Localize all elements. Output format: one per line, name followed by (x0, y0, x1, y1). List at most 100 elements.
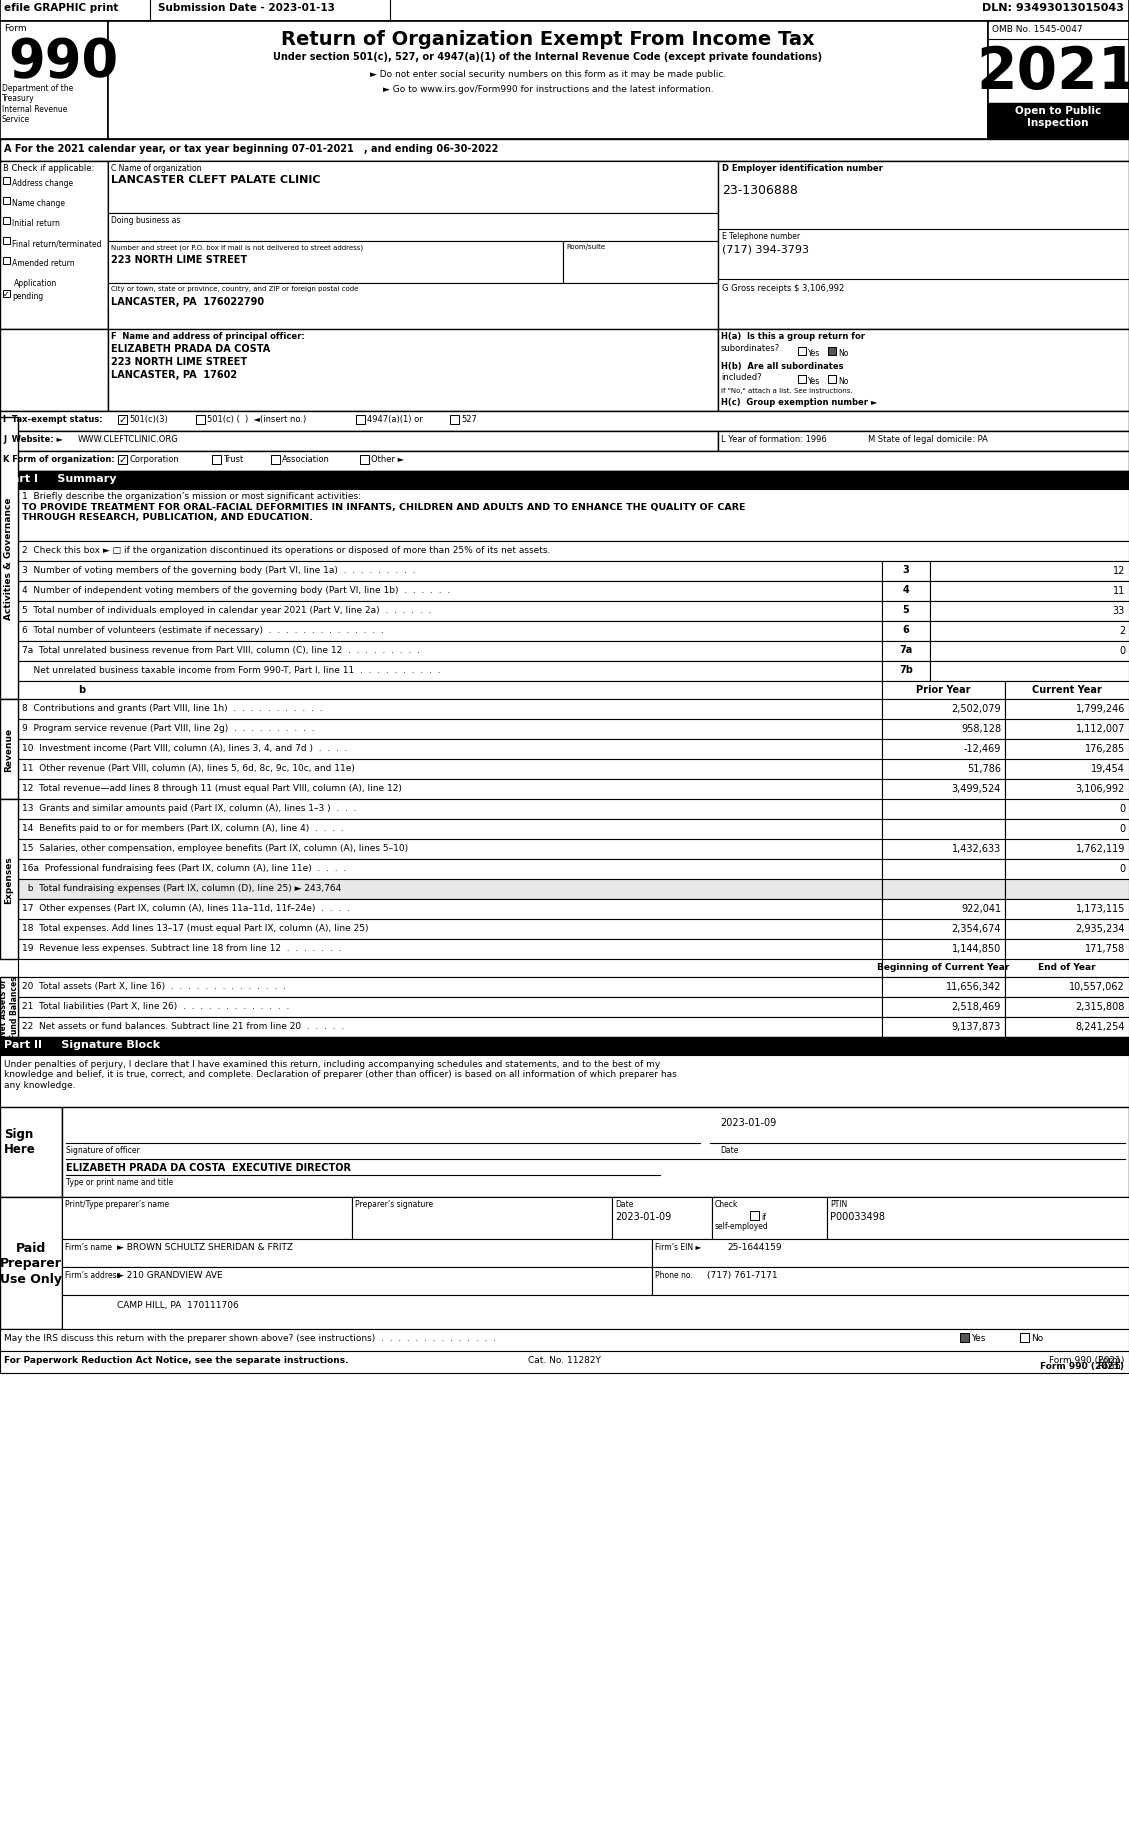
Bar (3, 291, 10, 298)
Text: Application: Application (14, 278, 58, 287)
Bar (0, 452, 1129, 472)
Text: 7b: 7b (899, 664, 913, 675)
Text: 33: 33 (1113, 606, 1124, 615)
Text: 5: 5 (902, 604, 909, 615)
Bar (1005, 977, 1129, 997)
Bar (18, 699, 882, 719)
Text: Phone no.: Phone no. (655, 1270, 693, 1279)
Text: 9  Program service revenue (Part VIII, line 2g)  .  .  .  .  .  .  .  .  .  .: 9 Program service revenue (Part VIII, li… (21, 723, 315, 732)
Text: Sign
Here: Sign Here (5, 1127, 36, 1155)
Text: efile GRAPHIC print: efile GRAPHIC print (5, 4, 119, 13)
Bar (360, 456, 369, 465)
Bar (882, 780, 1005, 800)
Text: Form: Form (1099, 1362, 1124, 1371)
Bar (18, 719, 882, 739)
Bar (882, 642, 930, 662)
Text: 3  Number of voting members of the governing body (Part VI, line 1a)  .  .  .  .: 3 Number of voting members of the govern… (21, 565, 415, 575)
Text: Association: Association (282, 454, 330, 463)
Bar (1005, 699, 1129, 719)
Bar (0, 699, 18, 800)
Bar (1005, 800, 1129, 820)
Text: 171,758: 171,758 (1085, 944, 1124, 953)
Bar (108, 242, 563, 284)
Bar (828, 375, 835, 384)
Text: 12  Total revenue—add lines 8 through 11 (must equal Part VIII, column (A), line: 12 Total revenue—add lines 8 through 11 … (21, 783, 402, 792)
Bar (882, 939, 1005, 959)
Text: 20  Total assets (Part X, line 16)  .  .  .  .  .  .  .  .  .  .  .  .  .  .: 20 Total assets (Part X, line 16) . . . … (21, 981, 286, 990)
Text: 1,144,850: 1,144,850 (952, 944, 1001, 953)
Text: ELIZABETH PRADA DA COSTA: ELIZABETH PRADA DA COSTA (111, 344, 270, 353)
Text: 8  Contributions and grants (Part VIII, line 1h)  .  .  .  .  .  .  .  .  .  .  : 8 Contributions and grants (Part VIII, l… (21, 703, 323, 712)
Text: Room/suite: Room/suite (566, 243, 605, 251)
Text: Yes: Yes (971, 1334, 986, 1341)
Text: 12: 12 (1112, 565, 1124, 576)
Text: 8,241,254: 8,241,254 (1076, 1021, 1124, 1032)
Bar (1005, 939, 1129, 959)
Text: 0: 0 (1119, 646, 1124, 655)
Bar (62, 1239, 653, 1268)
Text: 21  Total liabilities (Part X, line 26)  .  .  .  .  .  .  .  .  .  .  .  .  .: 21 Total liabilities (Part X, line 26) .… (21, 1001, 289, 1010)
Text: ELIZABETH PRADA DA COSTA  EXECUTIVE DIRECTOR: ELIZABETH PRADA DA COSTA EXECUTIVE DIREC… (65, 1162, 351, 1173)
Text: 2,502,079: 2,502,079 (952, 703, 1001, 714)
Bar (0, 139, 1129, 161)
Text: 2,354,674: 2,354,674 (952, 924, 1001, 933)
Text: 1,799,246: 1,799,246 (1076, 703, 1124, 714)
Text: ► BROWN SCHULTZ SHERIDAN & FRITZ: ► BROWN SCHULTZ SHERIDAN & FRITZ (117, 1243, 294, 1252)
Text: b  Total fundraising expenses (Part IX, column (D), line 25) ► 243,764: b Total fundraising expenses (Part IX, c… (21, 884, 341, 893)
Text: WWW.CLEFTCLINIC.ORG: WWW.CLEFTCLINIC.ORG (78, 436, 178, 443)
Text: 10,557,062: 10,557,062 (1069, 981, 1124, 992)
Text: 176,285: 176,285 (1085, 743, 1124, 754)
Bar (108, 329, 718, 412)
Text: 19,454: 19,454 (1091, 763, 1124, 774)
Bar (212, 456, 221, 465)
Text: 5  Total number of individuals employed in calendar year 2021 (Part V, line 2a) : 5 Total number of individuals employed i… (21, 606, 431, 615)
Text: M State of legal domicile: PA: M State of legal domicile: PA (868, 436, 988, 443)
Text: LANCASTER, PA  17602: LANCASTER, PA 17602 (111, 370, 237, 381)
Text: Address change: Address change (12, 179, 73, 188)
Bar (930, 562, 1129, 582)
Text: Form: Form (1099, 1356, 1124, 1363)
Bar (18, 759, 882, 780)
Text: CAMP HILL, PA  170111706: CAMP HILL, PA 170111706 (117, 1301, 238, 1308)
Bar (62, 1296, 1129, 1329)
Bar (0, 22, 108, 139)
Bar (882, 800, 1005, 820)
Bar (18, 880, 882, 900)
Text: b: b (78, 684, 85, 695)
Text: Submission Date - 2023-01-13: Submission Date - 2023-01-13 (158, 4, 335, 13)
Bar (1005, 840, 1129, 860)
Bar (882, 900, 1005, 919)
Bar (18, 919, 882, 939)
Bar (271, 456, 280, 465)
Text: 19  Revenue less expenses. Subtract line 18 from line 12  .  .  .  .  .  .  .: 19 Revenue less expenses. Subtract line … (21, 944, 341, 952)
Text: I  Tax-exempt status:: I Tax-exempt status: (3, 415, 103, 425)
Text: May the IRS discuss this return with the preparer shown above? (see instructions: May the IRS discuss this return with the… (5, 1334, 496, 1341)
Text: No: No (838, 377, 848, 386)
Text: 23-1306888: 23-1306888 (723, 183, 798, 198)
Bar (882, 562, 930, 582)
Bar (108, 284, 718, 329)
Bar (882, 719, 1005, 739)
Bar (882, 820, 1005, 840)
Bar (18, 939, 882, 959)
Bar (988, 22, 1129, 139)
Text: 11,656,342: 11,656,342 (945, 981, 1001, 992)
Bar (18, 1017, 882, 1038)
Bar (1005, 997, 1129, 1017)
Text: 2021: 2021 (977, 44, 1129, 101)
Text: Net Assets or
Fund Balances: Net Assets or Fund Balances (0, 975, 19, 1039)
Bar (18, 800, 882, 820)
Bar (0, 977, 18, 1038)
Bar (3, 178, 10, 185)
Text: Under section 501(c), 527, or 4947(a)(1) of the Internal Revenue Code (except pr: Under section 501(c), 527, or 4947(a)(1)… (273, 51, 823, 62)
Bar (119, 456, 126, 465)
Text: 0: 0 (1119, 864, 1124, 873)
Bar (0, 472, 1129, 490)
Text: included?: included? (721, 373, 762, 382)
Bar (718, 329, 1129, 412)
Text: LANCASTER CLEFT PALATE CLINIC: LANCASTER CLEFT PALATE CLINIC (111, 176, 321, 185)
Text: If "No," attach a list. See instructions.: If "No," attach a list. See instructions… (721, 388, 852, 393)
Text: 7a: 7a (900, 644, 912, 655)
Text: LANCASTER, PA  176022790: LANCASTER, PA 176022790 (111, 296, 264, 307)
Text: Initial return: Initial return (12, 220, 60, 229)
